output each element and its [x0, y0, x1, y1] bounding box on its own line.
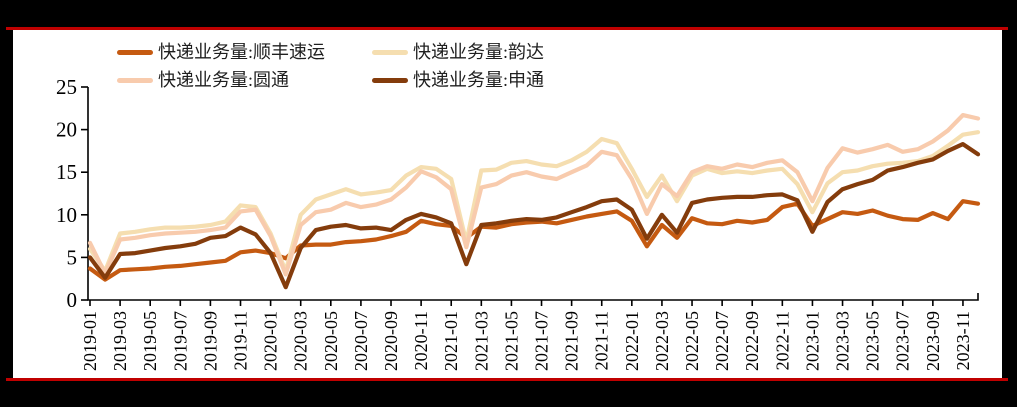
- x-tick-label: 2023-03: [833, 311, 853, 371]
- x-tick-label: 2023-09: [923, 311, 943, 371]
- x-tick-label: 2019-09: [200, 311, 220, 371]
- legend-label-shentong: 快递业务量:申通: [413, 70, 545, 90]
- x-tick-label: 2022-11: [772, 311, 792, 370]
- x-tick-label: 2023-01: [802, 311, 822, 371]
- y-tick-label: 25: [56, 75, 77, 99]
- legend-item-yuantong: 快递业务量:圆通: [117, 71, 372, 90]
- legend-label-shunfeng: 快递业务量:顺丰速运: [158, 42, 326, 62]
- x-tick-label: 2021-09: [562, 311, 582, 371]
- y-tick-label: 10: [56, 203, 77, 227]
- x-tick-label: 2023-05: [863, 311, 883, 371]
- series-line-1: [87, 130, 981, 274]
- x-tick-label: 2021-03: [471, 311, 491, 371]
- x-tick-label: 2021-07: [532, 311, 552, 371]
- x-tick-label: 2020-03: [291, 311, 311, 371]
- x-tick-label: 2020-07: [351, 311, 371, 371]
- x-tick-label: 2021-11: [592, 311, 612, 370]
- legend-label-yuantong: 快递业务量:圆通: [158, 70, 290, 90]
- x-tick-label: 2020-01: [261, 311, 281, 371]
- x-tick-label: 2022-03: [652, 311, 672, 371]
- legend-item-shunfeng: 快递业务量:顺丰速运: [117, 43, 372, 62]
- x-tick-label: 2019-01: [80, 311, 100, 371]
- legend-item-shentong: 快递业务量:申通: [372, 71, 544, 90]
- series-line-3: [87, 142, 981, 290]
- x-tick-label: 2021-01: [441, 311, 461, 371]
- x-tick-label: 2021-05: [501, 311, 521, 371]
- x-tick-label: 2022-05: [682, 311, 702, 371]
- x-tick-label: 2022-09: [742, 311, 762, 371]
- x-tick-label: 2019-11: [231, 311, 251, 370]
- shunfeng-line-swatch-icon: [117, 50, 153, 55]
- bottom-red-rule: [6, 378, 1008, 381]
- y-tick-label: 5: [67, 245, 78, 269]
- yuantong-line-swatch-icon: [117, 78, 153, 83]
- chart-panel: [13, 30, 1002, 378]
- x-tick-label: 2022-01: [622, 311, 642, 371]
- x-tick-label: 2020-05: [321, 311, 341, 371]
- shentong-line-swatch-icon: [372, 78, 408, 83]
- top-red-rule: [6, 27, 1008, 30]
- x-tick-label: 2019-05: [140, 311, 160, 371]
- y-tick-label: 0: [67, 288, 78, 312]
- x-tick-label: 2022-07: [712, 311, 732, 371]
- x-tick-label: 2023-07: [893, 311, 913, 371]
- legend: 快递业务量:顺丰速运 快递业务量:韵达 快递业务量:圆通 快递业务量:申通: [117, 43, 544, 90]
- x-tick-label: 2019-07: [170, 311, 190, 371]
- legend-label-yunda: 快递业务量:韵达: [413, 42, 545, 62]
- x-tick-label: 2020-09: [381, 311, 401, 371]
- axes: [87, 87, 979, 301]
- x-tick-label: 2019-03: [110, 311, 130, 371]
- yunda-line-swatch-icon: [372, 50, 408, 55]
- series-line-2: [87, 112, 981, 277]
- x-tick-label: 2020-11: [411, 311, 431, 370]
- legend-item-yunda: 快递业务量:韵达: [372, 43, 544, 62]
- series-line-0: [87, 199, 981, 282]
- y-tick-label: 20: [56, 118, 77, 142]
- y-tick-label: 15: [56, 160, 77, 184]
- x-tick-label: 2023-11: [953, 311, 973, 370]
